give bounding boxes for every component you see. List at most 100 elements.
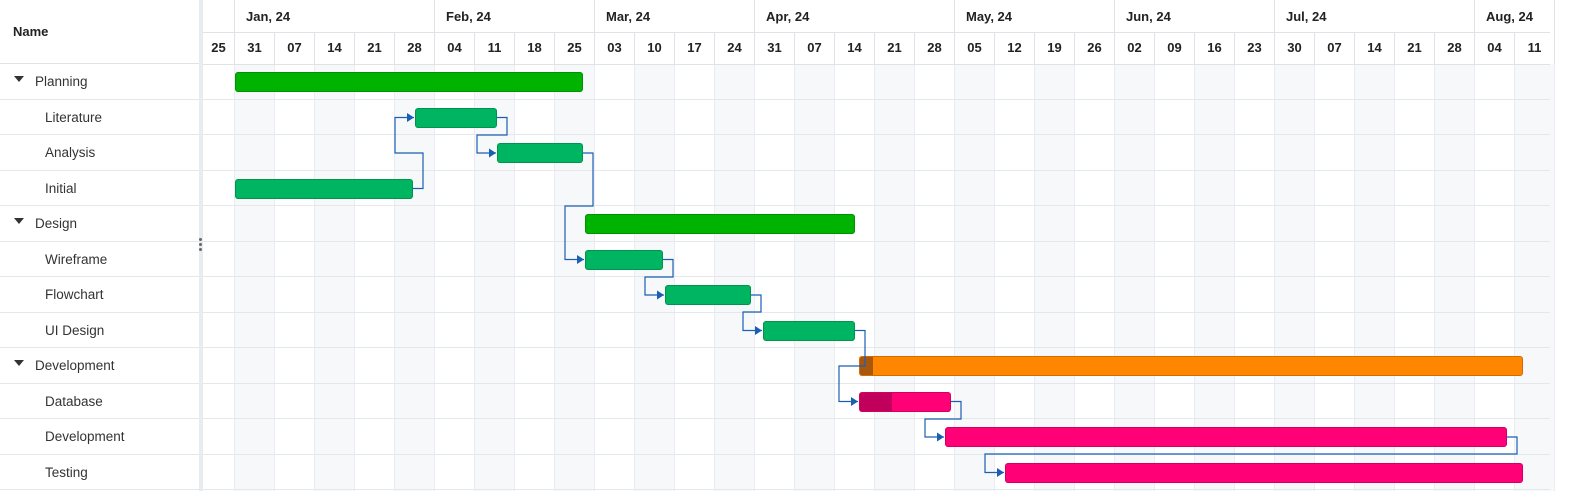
month-label: Jul, 24 <box>1275 0 1475 32</box>
month-label: Jan, 24 <box>235 0 435 32</box>
task-bar[interactable] <box>585 249 663 270</box>
grid-row[interactable]: Development <box>0 419 199 455</box>
week-label: 02 <box>1115 32 1155 64</box>
row-divider <box>203 98 1550 100</box>
week-column <box>1355 64 1395 491</box>
task-bar[interactable] <box>235 178 413 199</box>
month-text: Jul, 24 <box>1286 9 1327 24</box>
week-column <box>1235 64 1275 491</box>
week-column <box>875 64 915 491</box>
week-label: 30 <box>1275 32 1315 64</box>
task-progress <box>860 357 874 375</box>
grid-row[interactable]: Testing <box>0 455 199 490</box>
grid-row[interactable]: Literature <box>0 100 199 135</box>
task-bar[interactable] <box>763 320 855 341</box>
month-label: Jun, 24 <box>1115 0 1275 32</box>
week-label: 09 <box>1155 32 1195 64</box>
week-label: 11 <box>475 32 515 64</box>
month-text: May, 24 <box>966 9 1013 24</box>
week-label: 28 <box>1435 32 1475 64</box>
row-divider <box>203 276 1550 277</box>
week-label: 07 <box>275 32 315 64</box>
week-column <box>1115 64 1155 491</box>
week-column <box>395 64 435 491</box>
week-label: 12 <box>995 32 1035 64</box>
grid-row[interactable]: Database <box>0 384 199 419</box>
month-text: Jun, 24 <box>1126 9 1171 24</box>
week-label: 21 <box>355 32 395 64</box>
task-bar[interactable] <box>415 107 497 128</box>
task-bar[interactable] <box>859 391 951 412</box>
month-label: Aug, 24 <box>1475 0 1555 32</box>
task-bar[interactable] <box>1005 462 1523 483</box>
week-column <box>315 64 355 491</box>
week-label: 10 <box>635 32 675 64</box>
task-grid: Name Planning Literature Analysis Initial De… <box>0 0 200 491</box>
week-column <box>1195 64 1235 491</box>
week-column <box>235 64 275 491</box>
week-column <box>1435 64 1475 491</box>
task-name: Database <box>45 393 103 409</box>
row-divider <box>203 453 1550 455</box>
grid-row-group[interactable]: Development <box>0 348 199 384</box>
month-label: Mar, 24 <box>595 0 755 32</box>
row-divider <box>203 311 1550 313</box>
row-divider <box>203 382 1550 384</box>
week-label: 18 <box>515 32 555 64</box>
task-bar[interactable] <box>235 72 583 92</box>
week-column <box>995 64 1035 491</box>
week-column <box>1035 64 1075 491</box>
task-name: Flowchart <box>45 287 104 302</box>
collapse-caret-icon[interactable] <box>14 218 24 224</box>
grid-row[interactable]: Flowchart <box>0 277 199 313</box>
grid-row-group[interactable]: Planning <box>0 64 199 100</box>
week-label: 31 <box>755 32 795 64</box>
month-label: May, 24 <box>955 0 1115 32</box>
week-column <box>755 64 795 491</box>
month-header: Jan, 24 Feb, 24 Mar, 24 Apr, 24 May, 24 Jun, … <box>203 0 1555 33</box>
week-label: 25 <box>203 32 235 64</box>
week-label: 19 <box>1035 32 1075 64</box>
month-text: Aug, 24 <box>1486 9 1533 24</box>
month-text: Apr, 24 <box>766 9 810 24</box>
name-column-header[interactable]: Name <box>13 24 49 39</box>
task-name: Analysis <box>45 145 96 160</box>
week-label: 21 <box>1395 32 1435 64</box>
week-column <box>635 64 675 491</box>
month-text: Jan, 24 <box>246 9 291 24</box>
week-label: 14 <box>835 32 875 64</box>
week-label: 25 <box>555 32 595 64</box>
task-bar[interactable] <box>497 143 583 163</box>
week-column <box>1315 64 1355 491</box>
week-label: 05 <box>955 32 995 64</box>
week-label: 07 <box>1315 32 1355 64</box>
task-progress <box>860 392 892 411</box>
splitter-handle-icon[interactable] <box>199 238 203 252</box>
grid-row[interactable]: Wireframe <box>0 242 199 277</box>
grid-header: Name <box>0 0 199 64</box>
grid-row-group[interactable]: Design <box>0 206 199 242</box>
row-divider <box>203 489 1550 490</box>
row-divider <box>203 205 1550 206</box>
task-bar[interactable] <box>585 214 855 234</box>
row-divider <box>203 169 1550 171</box>
row-divider <box>203 134 1550 135</box>
grid-row[interactable]: Initial <box>0 171 199 206</box>
collapse-caret-icon[interactable] <box>14 360 24 366</box>
task-name: Design <box>35 216 78 231</box>
grid-row[interactable]: UI Design <box>0 313 199 348</box>
task-bar[interactable] <box>859 356 1523 376</box>
task-bar[interactable] <box>945 427 1507 447</box>
task-bar[interactable] <box>665 285 751 305</box>
grid-row[interactable]: Analysis <box>0 135 199 171</box>
week-column <box>1075 64 1115 491</box>
task-name: UI Design <box>45 322 105 338</box>
week-label: 28 <box>395 32 435 64</box>
row-divider <box>203 418 1550 419</box>
week-label: 26 <box>1075 32 1115 64</box>
week-label: 04 <box>1475 32 1515 64</box>
week-column <box>1275 64 1315 491</box>
collapse-caret-icon[interactable] <box>14 76 24 82</box>
week-label: 04 <box>435 32 475 64</box>
